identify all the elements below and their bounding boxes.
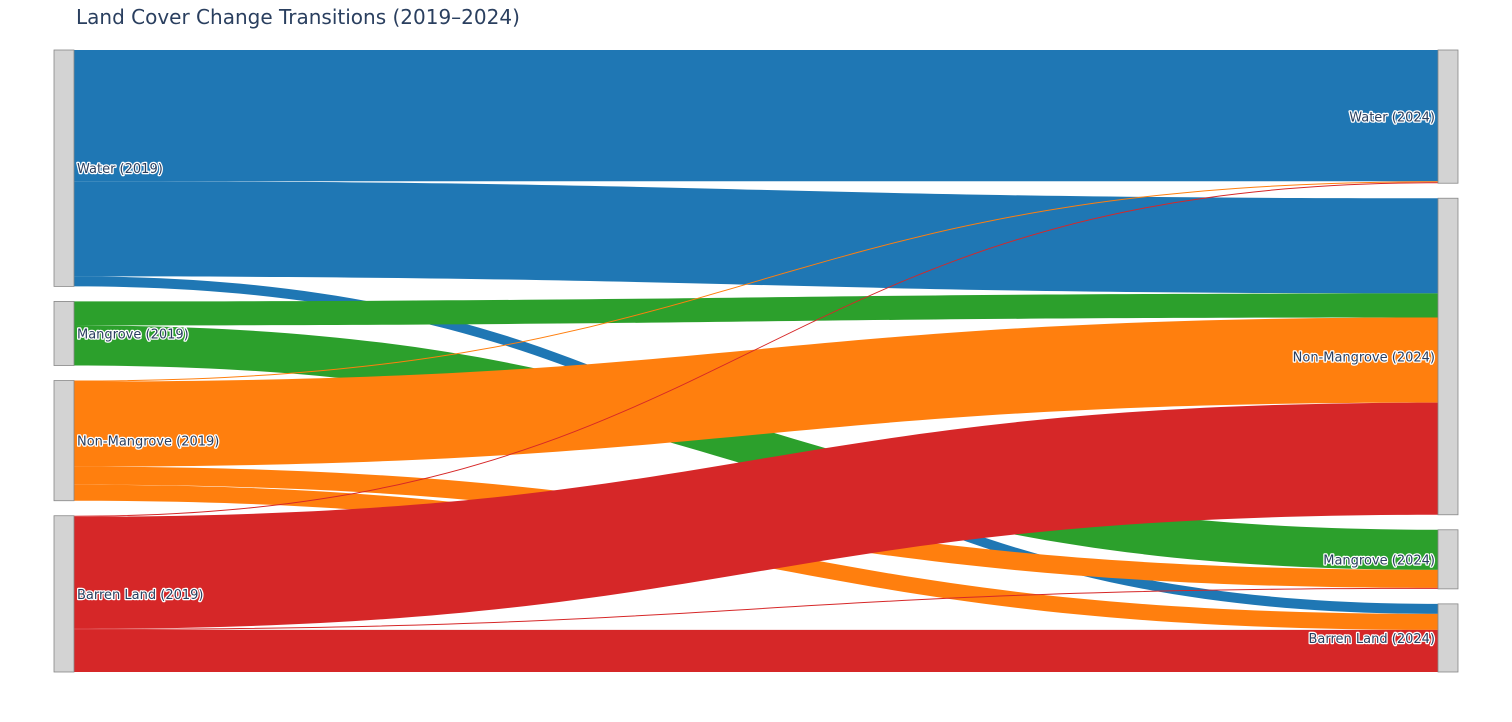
link-b19-to-w24[interactable] [74,182,1438,517]
node-label-n24: Non-Mangrove (2024) [1293,351,1435,366]
node-label-b24: Barren Land (2024) [1309,632,1436,647]
node-label-m19: Mangrove (2019) [77,327,189,342]
node-m24[interactable] [1437,529,1459,590]
node-w19[interactable] [53,49,75,287]
chart-title: Land Cover Change Transitions (2019–2024… [76,5,520,29]
link-n19-to-n24[interactable] [74,317,1438,467]
node-label-w19: Water (2019) [77,162,163,177]
node-label-m24: Mangrove (2024) [1323,553,1435,568]
node-label-b19: Barren Land (2019) [77,588,204,603]
node-label-n19: Non-Mangrove (2019) [77,435,219,450]
node-n24[interactable] [1437,197,1459,516]
sankey-links [74,50,1438,672]
node-m19[interactable] [53,301,75,366]
node-b24[interactable] [1437,603,1459,673]
node-b19[interactable] [53,515,75,673]
link-w19-to-n24[interactable] [74,181,1438,294]
node-w24[interactable] [1437,49,1459,184]
sankey-labels: Water (2019) Mangrove (2019) Non-Mangrove … [76,109,1437,648]
link-w19-to-w24[interactable] [74,50,1438,182]
link-b19-to-m24[interactable] [74,587,1438,630]
link-b19-to-b24[interactable] [74,629,1438,672]
node-label-w24: Water (2024) [1349,111,1435,126]
sankey-nodes [53,49,1459,673]
node-n19[interactable] [53,380,75,502]
link-m19-to-n24[interactable] [74,293,1438,326]
link-n19-to-w24[interactable] [74,181,1438,382]
link-b19-to-n24[interactable] [74,402,1438,629]
